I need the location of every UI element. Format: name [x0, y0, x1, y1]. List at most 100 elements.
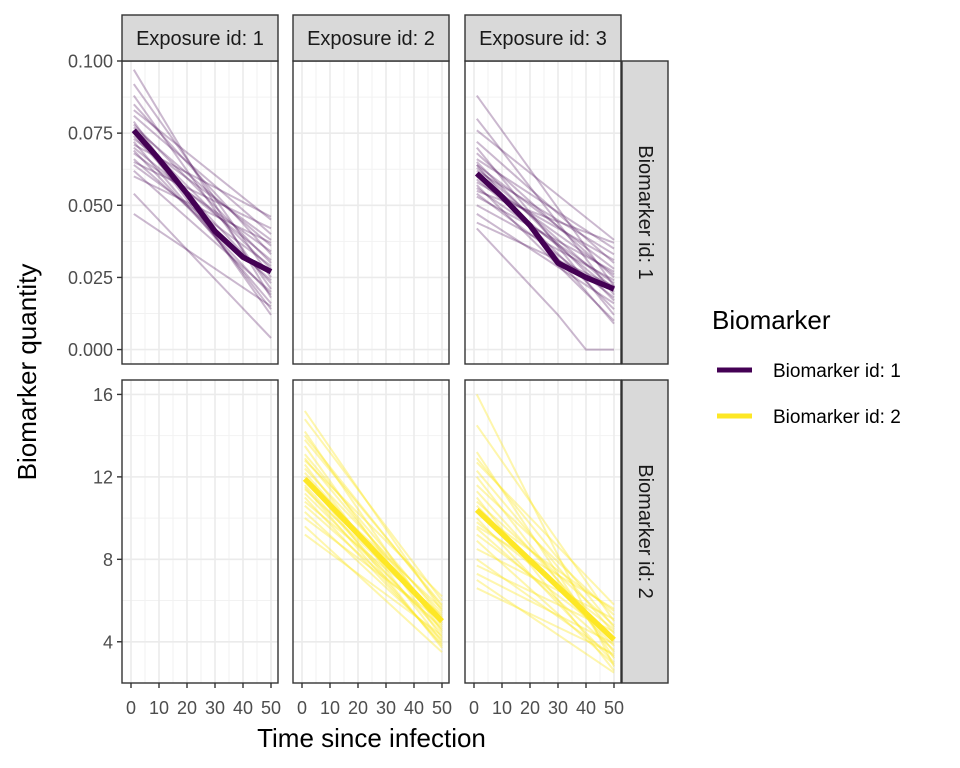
- individual-trajectory-line: [133, 126, 272, 247]
- x-tick-label: 20: [177, 698, 197, 718]
- column-strip-label: Exposure id: 3: [479, 28, 607, 50]
- column-strip-label: Exposure id: 1: [136, 28, 264, 50]
- individual-trajectory-line: [476, 548, 615, 620]
- individual-trajectory-line: [475, 451, 615, 659]
- x-tick-label: 0: [469, 698, 479, 718]
- individual-trajectory-line: [476, 470, 615, 635]
- individual-trajectory-line: [133, 146, 272, 261]
- row-strip-label: Biomarker id: 2: [634, 464, 656, 599]
- individual-trajectory-line: [476, 558, 615, 658]
- panel-background: [465, 380, 621, 683]
- individual-trajectory-line: [476, 129, 615, 241]
- individual-trajectory-line: [304, 459, 443, 598]
- x-tick-label: 0: [126, 698, 136, 718]
- y-tick-label: 16: [93, 385, 113, 405]
- individual-trajectory-line: [476, 187, 615, 285]
- individual-trajectory-line: [133, 149, 272, 296]
- panel-series-r1-c1: [131, 69, 273, 339]
- individual-trajectory-line: [476, 525, 615, 610]
- x-tick-label: 20: [520, 698, 540, 718]
- individual-trajectory-line: [133, 175, 272, 244]
- individual-trajectory-line: [476, 189, 615, 244]
- individual-trajectory-line: [304, 525, 443, 653]
- individual-trajectory-line: [476, 476, 615, 653]
- individual-trajectory-line: [133, 115, 272, 235]
- column-strip-label: Exposure id: 2: [307, 28, 435, 50]
- x-tick-label: 0: [297, 698, 307, 718]
- individual-trajectory-line: [476, 213, 615, 305]
- panel-series-r1-c3: [474, 95, 616, 351]
- individual-trajectory-line: [476, 527, 615, 651]
- individual-trajectory-line: [476, 184, 615, 322]
- individual-trajectory-line: [476, 158, 615, 250]
- individual-trajectory-line: [476, 540, 615, 666]
- individual-trajectory-line: [133, 161, 272, 230]
- y-tick-label: 4: [103, 632, 113, 652]
- individual-trajectory-line: [476, 195, 615, 273]
- individual-trajectory-line: [303, 445, 443, 639]
- x-tick-label: 50: [432, 698, 452, 718]
- individual-trajectory-line: [304, 492, 443, 631]
- panel-border: [121, 379, 279, 684]
- mean-trajectory-line: [131, 128, 273, 275]
- individual-trajectory-line: [304, 453, 443, 618]
- individual-trajectory-line: [476, 152, 615, 279]
- individual-trajectory-line: [475, 95, 615, 287]
- individual-trajectory-line: [476, 167, 615, 290]
- row-strip-background: [621, 379, 669, 684]
- x-tick-label: 10: [149, 698, 169, 718]
- individual-trajectory-line: [476, 587, 615, 656]
- individual-trajectory-line: [304, 467, 443, 614]
- individual-trajectory-line: [304, 504, 443, 629]
- panel-series-r2-c3: [474, 393, 616, 674]
- individual-trajectory-line: [133, 169, 272, 293]
- x-tick-label: 50: [261, 698, 281, 718]
- individual-trajectory-line: [476, 221, 615, 288]
- y-tick-label: 0.075: [68, 124, 113, 144]
- panel-series-r2-c2: [302, 410, 444, 653]
- individual-trajectory-line: [304, 496, 443, 645]
- individual-trajectory-line: [476, 484, 615, 616]
- individual-trajectory-line: [476, 572, 615, 645]
- y-tick-label: 0.025: [68, 268, 113, 288]
- mean-trajectory-line: [474, 507, 616, 642]
- individual-trajectory-line: [304, 435, 443, 608]
- column-strip-background: [292, 14, 450, 62]
- x-tick-label: 20: [348, 698, 368, 718]
- individual-trajectory-line: [476, 461, 615, 606]
- panel-border: [292, 379, 450, 684]
- legend-entry-label: Biomarker id: 1: [773, 361, 901, 382]
- y-axis-title: Biomarker quantity: [12, 264, 42, 481]
- facet-panel-r2-c1: [122, 380, 278, 683]
- individual-trajectory-line: [475, 424, 615, 622]
- row-strip-label: Biomarker id: 1: [634, 145, 656, 280]
- individual-trajectory-line: [476, 496, 615, 672]
- individual-trajectory-line: [133, 152, 272, 253]
- x-tick-label: 40: [233, 698, 253, 718]
- individual-trajectory-line: [304, 439, 443, 606]
- individual-trajectory-line: [133, 213, 272, 308]
- legend-title: Biomarker: [712, 305, 831, 335]
- individual-trajectory-line: [133, 193, 272, 339]
- row-strip-background: [621, 60, 669, 365]
- individual-trajectory-line: [476, 146, 615, 316]
- x-axis-title: Time since infection: [257, 723, 486, 753]
- y-tick-label: 8: [103, 550, 113, 570]
- individual-trajectory-line: [476, 579, 615, 674]
- facet-panel-r1-c2: [293, 60, 449, 364]
- individual-trajectory-line: [133, 109, 272, 221]
- x-tick-label: 40: [576, 698, 596, 718]
- individual-trajectory-line: [304, 517, 443, 622]
- individual-trajectory-line: [476, 141, 615, 264]
- individual-trajectory-line: [133, 123, 272, 264]
- y-tick-label: 12: [93, 467, 113, 487]
- legend: Biomarker Biomarker id: 1 Biomarker id: 2: [712, 305, 901, 428]
- x-tick-label: 10: [492, 698, 512, 718]
- individual-trajectory-line: [476, 227, 614, 351]
- x-tick-label: 50: [604, 698, 624, 718]
- individual-trajectory-line: [304, 511, 443, 641]
- individual-trajectory-line: [304, 486, 443, 647]
- individual-trajectory-line: [476, 164, 615, 270]
- x-tick-label: 40: [404, 698, 424, 718]
